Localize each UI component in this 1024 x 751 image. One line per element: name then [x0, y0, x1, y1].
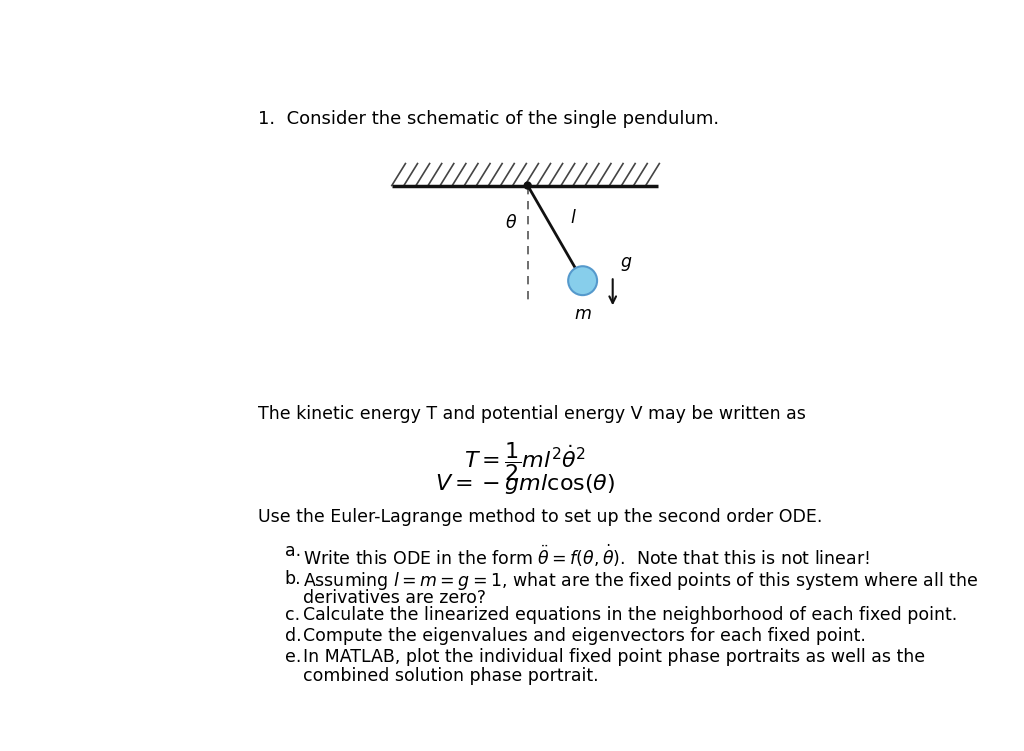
Text: 1.  Consider the schematic of the single pendulum.: 1. Consider the schematic of the single … [258, 110, 719, 128]
Text: Compute the eigenvalues and eigenvectors for each fixed point.: Compute the eigenvalues and eigenvectors… [303, 627, 866, 645]
Text: The kinetic energy T and potential energy V may be written as: The kinetic energy T and potential energ… [258, 406, 806, 424]
Text: Calculate the linearized equations in the neighborhood of each fixed point.: Calculate the linearized equations in th… [303, 606, 957, 624]
Text: $g$: $g$ [621, 255, 633, 273]
Text: $T = \dfrac{1}{2}ml^{2}\dot{\theta}^{2}$: $T = \dfrac{1}{2}ml^{2}\dot{\theta}^{2}$ [464, 440, 586, 483]
Text: a.: a. [285, 542, 301, 560]
Text: $m$: $m$ [573, 306, 592, 322]
Text: $\theta$: $\theta$ [505, 214, 517, 232]
Text: Assuming $l = m = g = 1$, what are the fixed points of this system where all the: Assuming $l = m = g = 1$, what are the f… [303, 570, 979, 592]
Text: e.: e. [285, 647, 301, 665]
Text: In MATLAB, plot the individual fixed point phase portraits as well as the: In MATLAB, plot the individual fixed poi… [303, 647, 926, 665]
Text: b.: b. [285, 570, 301, 588]
Text: $V = -gml\cos(\theta)$: $V = -gml\cos(\theta)$ [434, 472, 615, 496]
Circle shape [524, 182, 531, 189]
Text: c.: c. [285, 606, 300, 624]
Text: Write this ODE in the form $\ddot{\theta} = f(\theta, \dot{\theta})$.  Note that: Write this ODE in the form $\ddot{\theta… [303, 542, 869, 569]
Text: $l$: $l$ [569, 210, 577, 228]
Text: derivatives are zero?: derivatives are zero? [303, 590, 486, 607]
Text: Use the Euler-Lagrange method to set up the second order ODE.: Use the Euler-Lagrange method to set up … [258, 508, 822, 526]
Circle shape [568, 266, 597, 295]
Text: d.: d. [285, 627, 301, 645]
Text: combined solution phase portrait.: combined solution phase portrait. [303, 667, 599, 685]
